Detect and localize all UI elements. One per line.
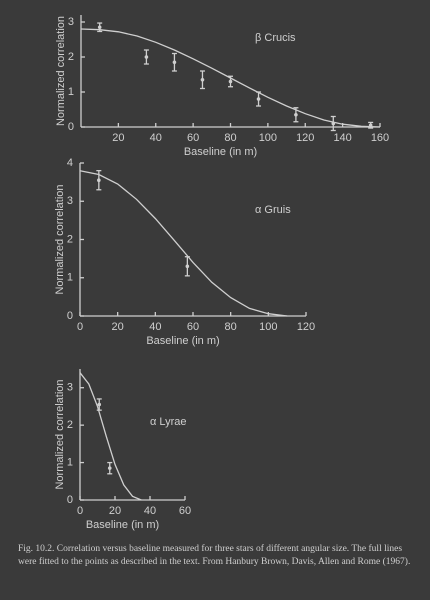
y-tick-label: 0 xyxy=(67,494,73,506)
x-tick-label: 40 xyxy=(150,132,162,144)
data-point xyxy=(228,79,233,84)
data-point xyxy=(107,466,112,470)
x-tick-label: 100 xyxy=(259,321,277,333)
y-tick-label: 3 xyxy=(67,195,73,207)
data-point xyxy=(200,77,205,82)
x-tick-label: 100 xyxy=(259,132,277,144)
x-tick-label: 40 xyxy=(149,321,161,333)
chart-title: α Gruis xyxy=(255,204,291,216)
y-tick-label: 3 xyxy=(67,382,73,394)
caption: Fig. 10.2. Correlation versus baseline m… xyxy=(18,544,411,567)
x-tick-label: 0 xyxy=(77,321,83,333)
y-tick-label: 0 xyxy=(68,121,74,133)
x-axis-label: Baseline (in m) xyxy=(184,146,257,158)
x-tick-label: 40 xyxy=(144,505,156,517)
x-tick-label: 80 xyxy=(224,132,236,144)
chart-title: β Crucis xyxy=(255,32,296,44)
x-axis-label: Baseline (in m) xyxy=(86,519,159,531)
x-tick-label: 80 xyxy=(225,321,237,333)
y-tick-label: 3 xyxy=(68,16,74,28)
data-point xyxy=(97,178,101,183)
data-point xyxy=(368,123,373,128)
fit-curve xyxy=(79,372,142,501)
x-tick-label: 20 xyxy=(112,321,124,333)
x-tick-label: 20 xyxy=(112,132,124,144)
data-point xyxy=(144,55,149,59)
x-tick-label: 60 xyxy=(187,321,199,333)
y-tick-label: 4 xyxy=(67,157,73,169)
data-point xyxy=(97,25,102,30)
y-tick-label: 1 xyxy=(67,456,73,468)
x-tick-label: 120 xyxy=(296,132,314,144)
data-point xyxy=(172,60,177,65)
y-axis-label: Normalized correlation xyxy=(55,16,67,126)
y-tick-label: 2 xyxy=(67,233,73,245)
x-tick-label: 120 xyxy=(297,321,315,333)
data-point xyxy=(331,121,336,126)
y-tick-label: 0 xyxy=(67,310,73,322)
y-axis-label: Normalized correlation xyxy=(54,184,66,294)
chart-title: α Lyrae xyxy=(150,416,187,428)
x-tick-label: 60 xyxy=(187,132,199,144)
y-tick-label: 1 xyxy=(67,272,73,284)
y-tick-label: 2 xyxy=(67,419,73,431)
y-axis-label: Normalized correlation xyxy=(54,379,66,489)
fit-curve xyxy=(79,170,288,317)
x-tick-label: 160 xyxy=(371,132,389,144)
data-point xyxy=(185,264,190,269)
data-point xyxy=(294,112,298,117)
x-axis-label: Baseline (in m) xyxy=(146,335,219,347)
x-tick-label: 20 xyxy=(109,505,121,517)
x-tick-label: 60 xyxy=(179,505,191,517)
y-tick-label: 1 xyxy=(68,86,74,98)
x-tick-label: 140 xyxy=(333,132,351,144)
y-tick-label: 2 xyxy=(68,51,74,63)
data-point xyxy=(97,402,102,407)
data-point xyxy=(256,97,261,101)
x-tick-label: 0 xyxy=(77,505,83,517)
